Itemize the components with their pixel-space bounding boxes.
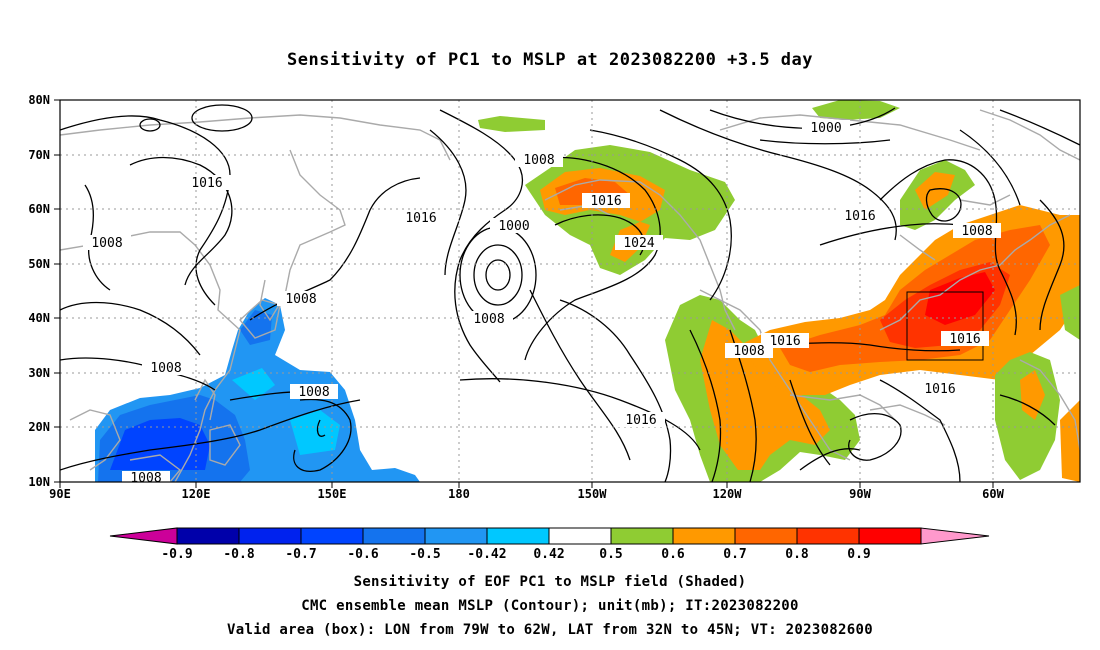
svg-text:1008: 1008	[523, 153, 554, 168]
colorbar-low-extension	[109, 527, 178, 545]
caption-line-1: Sensitivity of EOF PC1 to MSLP field (Sh…	[353, 574, 747, 590]
svg-text:1016: 1016	[191, 176, 222, 191]
caption-line-3: Valid area (box): LON from 79W to 62W, L…	[227, 622, 873, 638]
svg-text:1024: 1024	[623, 236, 654, 251]
colorbar-label: -0.9	[161, 547, 192, 562]
lat-label: 60N	[28, 202, 50, 216]
contour-label: 1000	[802, 120, 850, 136]
colorbar-box	[734, 527, 798, 545]
contour-label: 1016	[397, 210, 445, 226]
longitude-labels: 90E 120E 150E 180 150W 120W 90W 60W	[49, 487, 1004, 501]
colorbar: -0.9 -0.8 -0.7 -0.6 -0.5 -0.42 0.42 0.5 0.6 0.7 0.…	[109, 527, 990, 562]
colorbar-box	[424, 527, 488, 545]
lon-label: 60W	[982, 487, 1004, 501]
contour-label: 1008	[83, 235, 131, 251]
contour-label: 1008	[465, 311, 513, 327]
colorbar-box	[238, 527, 302, 545]
map-frame	[59, 99, 1081, 483]
contour-label: 1016	[836, 208, 884, 224]
svg-text:1016: 1016	[405, 211, 436, 226]
contour-label: 1016	[941, 331, 989, 347]
colorbar-box	[176, 527, 240, 545]
contour-label: 1000	[490, 218, 538, 234]
colorbar-label: -0.8	[223, 547, 254, 562]
svg-text:1016: 1016	[949, 332, 980, 347]
colorbar-label: -0.7	[285, 547, 316, 562]
colorbar-box	[300, 527, 364, 545]
colorbar-label: 0.7	[723, 547, 746, 562]
lat-label: 40N	[28, 311, 50, 325]
colorbar-label: -0.6	[347, 547, 378, 562]
colorbar-label: 0.6	[661, 547, 685, 562]
colorbar-box	[610, 527, 674, 545]
lon-label: 120W	[713, 487, 743, 501]
colorbar-box	[672, 527, 736, 545]
colorbar-box	[796, 527, 860, 545]
lat-label: 20N	[28, 420, 50, 434]
lat-label: 80N	[28, 93, 50, 107]
contour-label: 1008	[142, 360, 190, 376]
contour-label: 1024	[615, 235, 663, 251]
map-title: Sensitivity of PC1 to MSLP at 2023082200…	[286, 50, 813, 70]
svg-text:1016: 1016	[769, 334, 800, 349]
lat-label: 70N	[28, 148, 50, 162]
contour-label: 1016	[916, 381, 964, 397]
lat-label: 30N	[28, 366, 50, 380]
contour-label: 1008	[953, 223, 1001, 239]
lon-label: 90E	[49, 487, 71, 501]
colorbar-label: -0.42	[467, 547, 506, 562]
svg-text:1008: 1008	[91, 236, 122, 251]
svg-text:1008: 1008	[733, 344, 764, 359]
colorbar-label: 0.8	[785, 547, 809, 562]
svg-text:1000: 1000	[498, 219, 529, 234]
colorbar-label: 0.42	[533, 547, 564, 562]
contour-label: 1008	[277, 291, 325, 307]
svg-text:1000: 1000	[810, 121, 841, 136]
contour-label: 1008	[515, 152, 563, 168]
lat-label: 50N	[28, 257, 50, 271]
colorbar-box	[362, 527, 426, 545]
colorbar-box	[548, 527, 612, 545]
lon-label: 180	[448, 487, 470, 501]
lat-label: 10N	[28, 475, 50, 489]
contour-label: 1008	[122, 471, 170, 486]
svg-text:1008: 1008	[298, 385, 329, 400]
svg-text:1008: 1008	[150, 361, 181, 376]
svg-text:1016: 1016	[625, 413, 656, 428]
svg-text:1008: 1008	[961, 224, 992, 239]
colorbar-high-extension	[920, 527, 990, 545]
lon-label: 150E	[318, 487, 347, 501]
sensitivity-shading	[95, 100, 1080, 482]
colorbar-label: -0.5	[409, 547, 440, 562]
gridlines	[60, 100, 1080, 482]
contour-labels: 1000 1008 1016 1000 1016 1024 1016 1008 …	[83, 120, 1001, 486]
svg-text:1016: 1016	[590, 194, 621, 209]
svg-text:1008: 1008	[130, 471, 161, 486]
lon-label: 120E	[182, 487, 211, 501]
lon-label: 90W	[849, 487, 871, 501]
svg-text:1008: 1008	[473, 312, 504, 327]
colorbar-box	[858, 527, 922, 545]
contour-label: 1016	[183, 175, 231, 191]
valid-area-box	[906, 291, 984, 361]
colorbar-label: 0.9	[847, 547, 870, 562]
contour-label: 1008	[290, 384, 338, 400]
latitude-labels: 80N 70N 60N 50N 40N 30N 20N 10N	[28, 93, 50, 489]
colorbar-labels: -0.9 -0.8 -0.7 -0.6 -0.5 -0.42 0.42 0.5 0.6 0.7 0.…	[161, 547, 870, 562]
axis-ticks	[54, 99, 994, 488]
colorbar-label: 0.5	[599, 547, 622, 562]
contour-label: 1016	[617, 412, 665, 428]
colorbar-box	[486, 527, 550, 545]
contour-label: 1008	[725, 343, 773, 359]
contour-label: 1016	[582, 193, 630, 209]
lon-label: 150W	[578, 487, 608, 501]
svg-text:1016: 1016	[844, 209, 875, 224]
contour-label: 1016	[761, 333, 809, 349]
colorbar-boxes	[176, 527, 922, 545]
svg-text:1016: 1016	[924, 382, 955, 397]
svg-text:1008: 1008	[285, 292, 316, 307]
caption-line-2: CMC ensemble mean MSLP (Contour); unit(m…	[301, 598, 799, 614]
